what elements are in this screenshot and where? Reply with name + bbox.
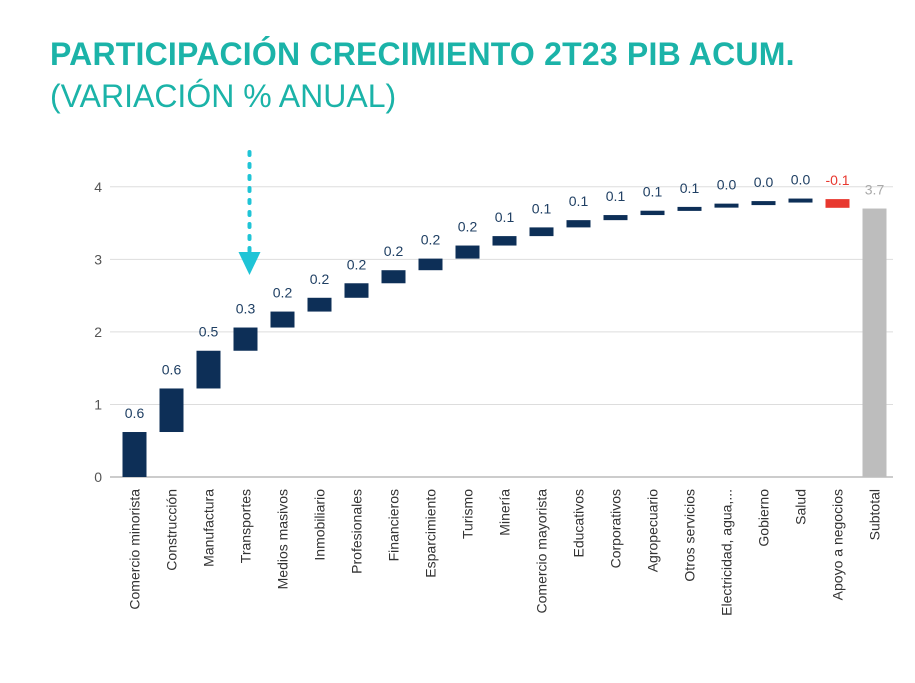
bar — [233, 327, 258, 351]
bar — [862, 208, 887, 477]
highlight-arrow-head — [238, 252, 261, 275]
bar — [307, 297, 332, 312]
bar — [566, 220, 591, 228]
x-category-label: Comercio mayorista — [534, 489, 550, 614]
x-category-label: Transportes — [238, 489, 254, 563]
bar — [640, 210, 665, 216]
bar — [418, 258, 443, 271]
x-category-label: Medios masivos — [275, 489, 291, 589]
bar — [492, 236, 517, 246]
data-label: 3.7 — [865, 182, 885, 198]
bar — [825, 199, 850, 208]
x-category-label: Electricidad, agua,... — [719, 489, 735, 616]
x-category-label: Manufactura — [201, 489, 217, 567]
data-label: 0.2 — [458, 219, 478, 235]
data-label: 0.6 — [125, 405, 145, 421]
x-category-label: Educativos — [571, 489, 587, 557]
data-label: 0.1 — [680, 180, 700, 196]
x-category-label: Construcción — [164, 489, 180, 571]
data-label: 0.0 — [791, 172, 811, 188]
y-tick-label: 2 — [94, 324, 102, 340]
chart-title: PARTICIPACIÓN CRECIMIENTO 2T23 PIB ACUM. — [50, 36, 795, 72]
bar — [788, 198, 813, 203]
data-label: 0.2 — [347, 256, 367, 272]
data-label: 0.0 — [717, 177, 737, 193]
y-tick-label: 4 — [94, 179, 102, 195]
x-category-label: Comercio minorista — [127, 489, 143, 610]
data-label: 0.1 — [569, 193, 589, 209]
bar — [381, 270, 406, 284]
y-tick-label: 1 — [94, 396, 102, 412]
data-label: 0.2 — [273, 285, 293, 301]
x-category-label: Apoyo a negocios — [830, 489, 846, 600]
data-label: 0.1 — [532, 200, 552, 216]
y-tick-label: 0 — [94, 469, 102, 485]
bar — [714, 203, 739, 208]
x-category-label: Agropecuario — [645, 489, 661, 572]
data-label: 0.3 — [236, 301, 256, 317]
data-label: 0.6 — [162, 361, 182, 377]
bar — [529, 227, 554, 237]
data-label: 0.1 — [643, 184, 663, 200]
bar — [122, 432, 147, 477]
x-category-label: Esparcimiento — [423, 489, 439, 578]
x-category-label: Corporativos — [608, 489, 624, 568]
data-label: 0.2 — [421, 232, 441, 248]
x-category-label: Salud — [793, 489, 809, 525]
chart-subtitle: (VARIACIÓN % ANUAL) — [50, 78, 397, 114]
y-tick-label: 3 — [94, 251, 102, 267]
x-category-label: Inmobiliario — [312, 489, 328, 561]
x-category-label: Subtotal — [867, 489, 883, 540]
data-label: 0.2 — [310, 271, 330, 287]
data-label: 0.2 — [384, 243, 404, 259]
bar — [270, 311, 295, 328]
bar — [751, 201, 776, 206]
bar — [159, 388, 184, 433]
x-category-label: Turismo — [460, 489, 476, 539]
data-label: 0.1 — [495, 209, 515, 225]
x-category-label: Gobierno — [756, 489, 772, 547]
x-category-label: Otros servicios — [682, 489, 698, 582]
data-label: 0.5 — [199, 324, 219, 340]
bar — [677, 206, 702, 211]
x-category-label: Financieros — [386, 489, 402, 561]
bar — [344, 283, 369, 298]
data-label: 0.1 — [606, 188, 626, 204]
x-category-label: Profesionales — [349, 489, 365, 574]
bar — [603, 215, 628, 221]
x-category-label: Minería — [497, 489, 513, 536]
bar — [455, 245, 480, 259]
bar — [196, 350, 221, 389]
data-label: -0.1 — [825, 172, 849, 188]
data-label: 0.0 — [754, 174, 774, 190]
